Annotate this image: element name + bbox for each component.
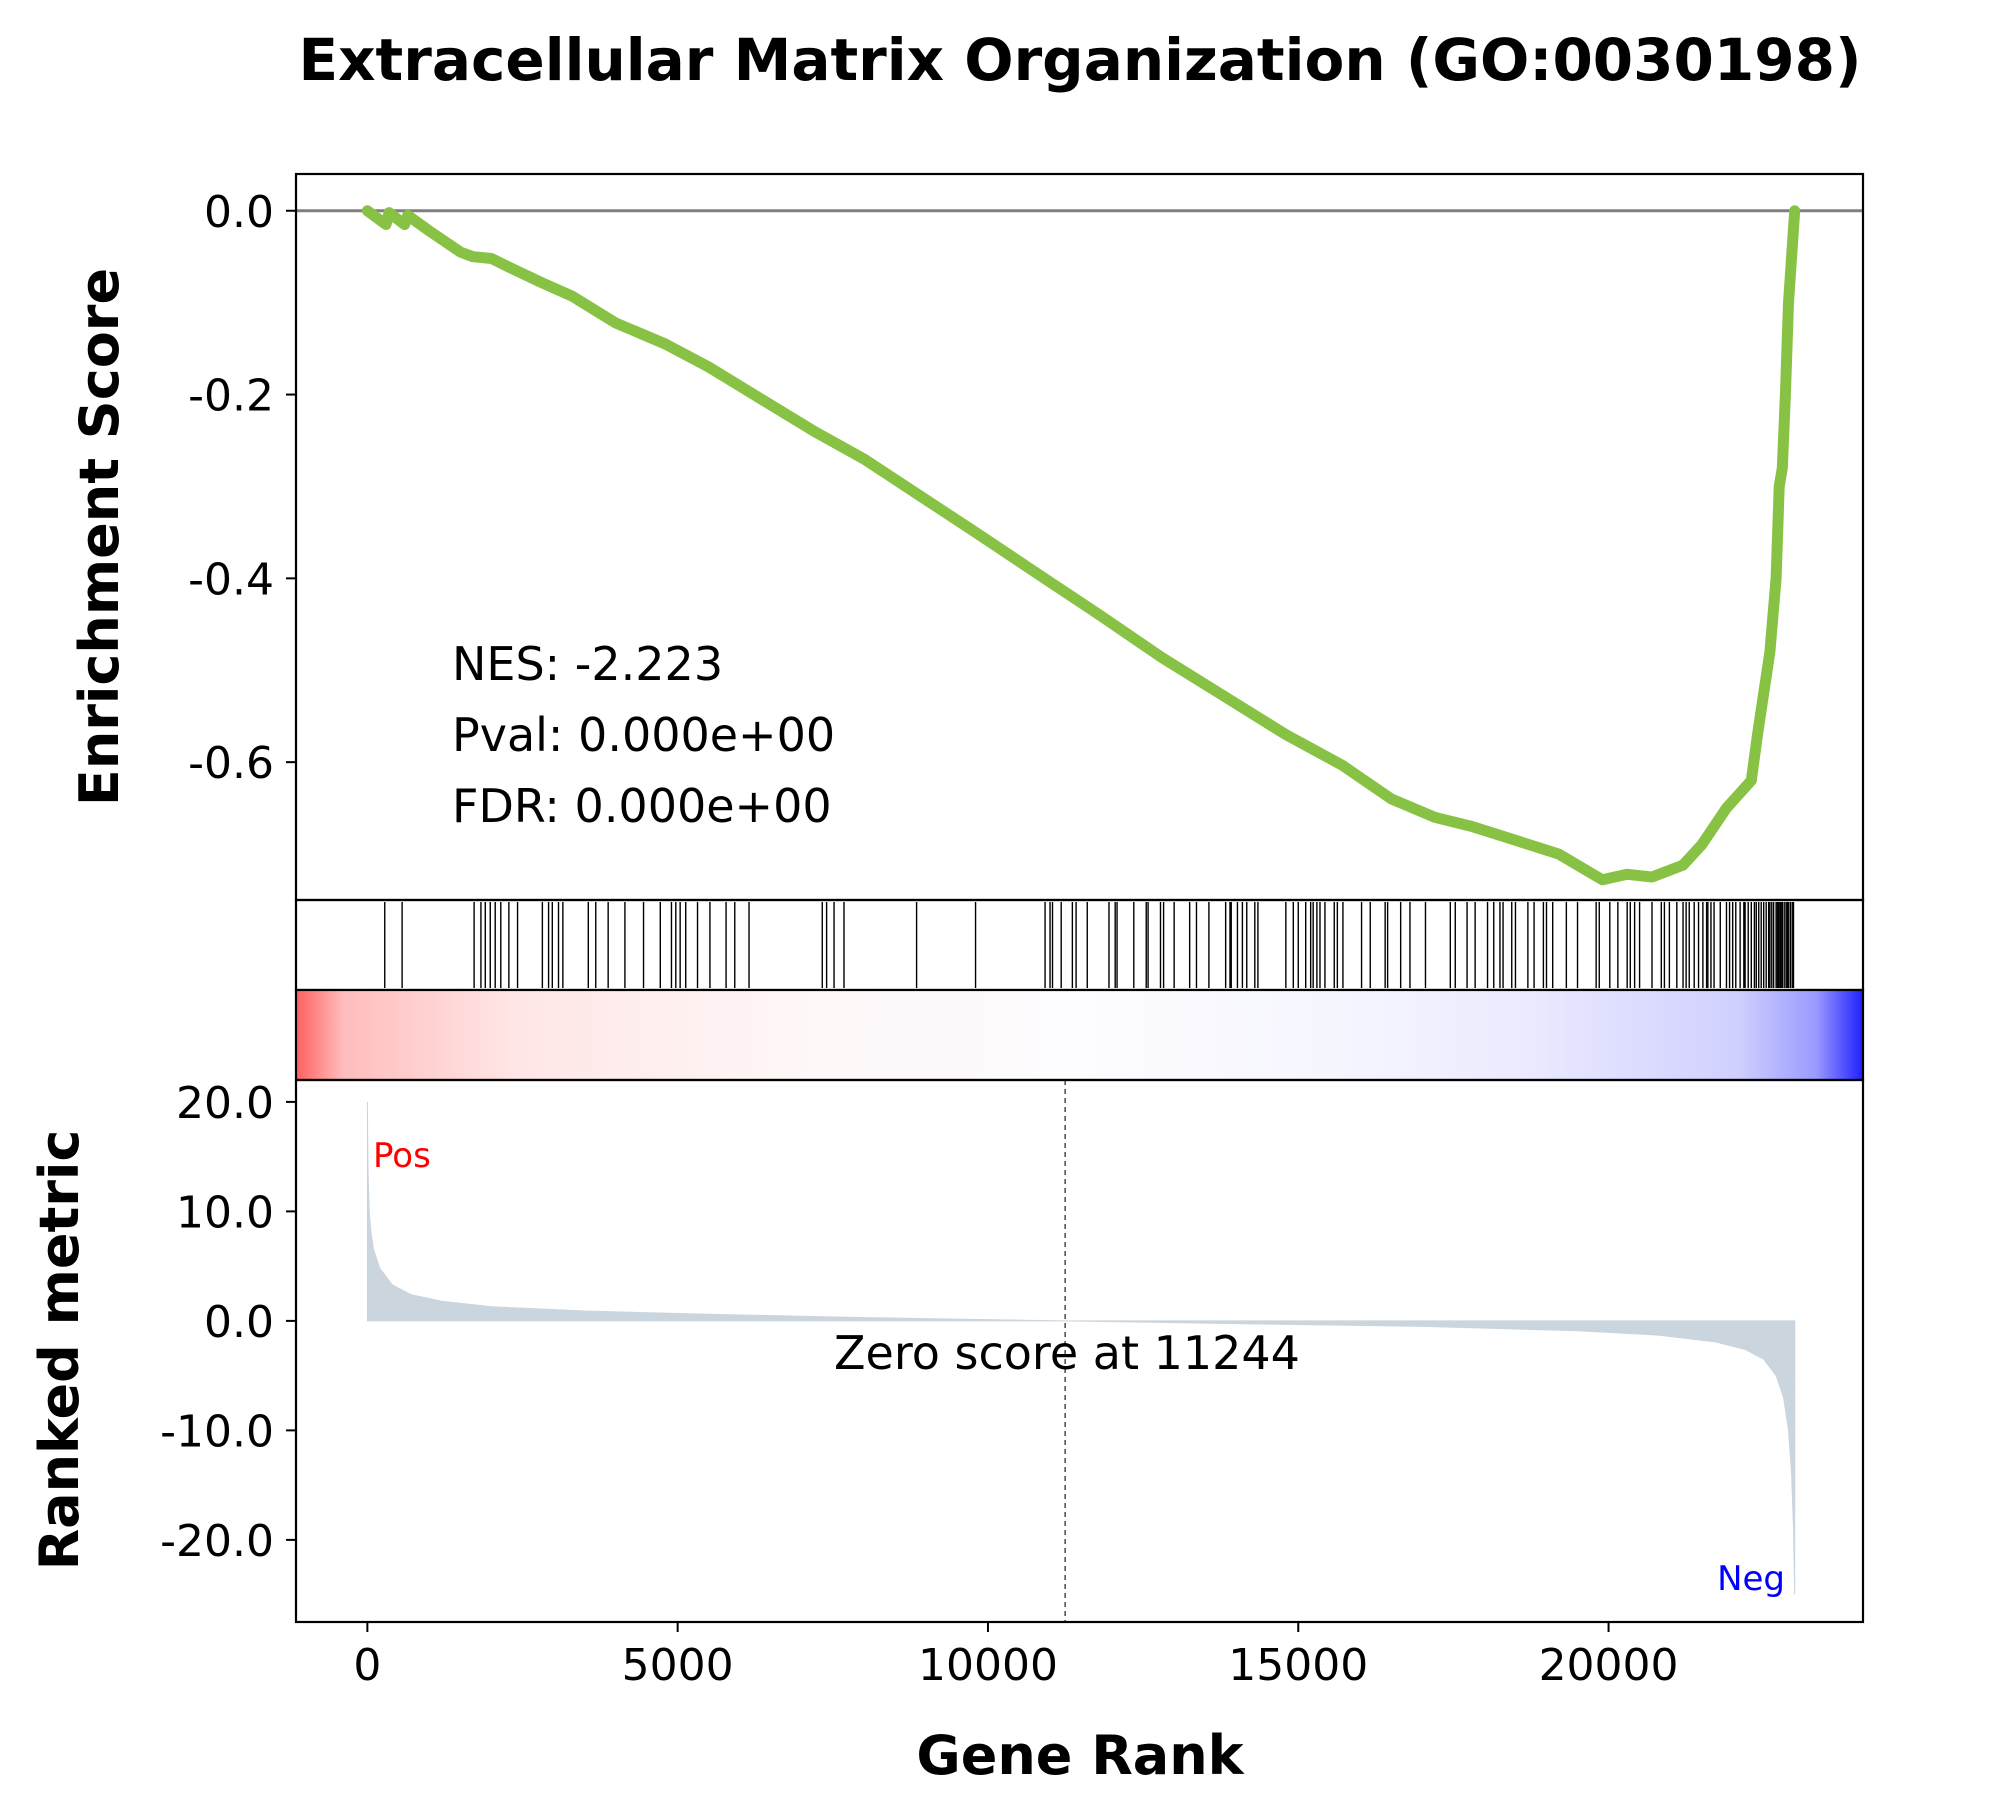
hits-panel-frame <box>294 898 1865 992</box>
metric-area <box>366 1101 1796 1595</box>
chart-title: Extracellular Matrix Organization (GO:00… <box>299 26 1862 94</box>
metric-tick-label: 0.0 <box>204 1297 274 1348</box>
es-line <box>361 205 1801 886</box>
x-tick-label: 10000 <box>918 1640 1058 1691</box>
nes-text: NES: -2.223 <box>452 637 723 691</box>
zero-score-label: Zero score at 11244 <box>834 1326 1300 1380</box>
metric-panel: Zero score at 11244 Pos Neg 20.0 10.0 0.0 -… <box>28 1078 1865 1624</box>
x-tick-label: 5000 <box>622 1640 734 1691</box>
es-tick-label: 0.0 <box>204 187 274 238</box>
ranked-heatbar <box>294 988 1865 1082</box>
stats-box: NES: -2.223 Pval: 0.000e+00 FDR: 0.000e+… <box>452 637 835 833</box>
metric-y-label: Ranked metric <box>28 1130 91 1571</box>
es-tick-label: -0.4 <box>188 554 274 605</box>
metric-y-ticks: 20.0 10.0 0.0 -10.0 -20.0 <box>160 1078 296 1567</box>
metric-tick-label: -20.0 <box>160 1516 274 1567</box>
neg-label: Neg <box>1717 1559 1785 1599</box>
metric-panel-frame <box>294 1078 1865 1624</box>
metric-tick-label: 20.0 <box>176 1078 274 1129</box>
x-tick-label: 0 <box>353 1640 381 1691</box>
es-tick-label: -0.6 <box>188 738 274 789</box>
es-y-ticks: 0.0 -0.2 -0.4 -0.6 <box>188 187 296 789</box>
es-y-label: Enrichment Score <box>68 268 131 806</box>
es-tick-label: -0.2 <box>188 371 274 422</box>
x-axis-ticks: 0 5000 10000 15000 20000 <box>353 1622 1679 1691</box>
fdr-text: FDR: 0.000e+00 <box>452 779 832 833</box>
pval-text: Pval: 0.000e+00 <box>452 708 835 762</box>
pos-label: Pos <box>373 1136 431 1176</box>
hits-panel <box>294 898 1865 992</box>
x-axis-label: Gene Rank <box>916 1724 1244 1787</box>
x-tick-label: 20000 <box>1539 1640 1679 1691</box>
metric-tick-label: -10.0 <box>160 1406 274 1457</box>
es-line-group <box>361 205 1801 886</box>
hit-ticks <box>384 902 1795 988</box>
metric-tick-label: 10.0 <box>176 1187 274 1238</box>
enrichment-panel: 0.0 -0.2 -0.4 -0.6 NES: -2.223 Pval: 0.000e… <box>68 172 1865 902</box>
x-tick-label: 15000 <box>1228 1640 1368 1691</box>
